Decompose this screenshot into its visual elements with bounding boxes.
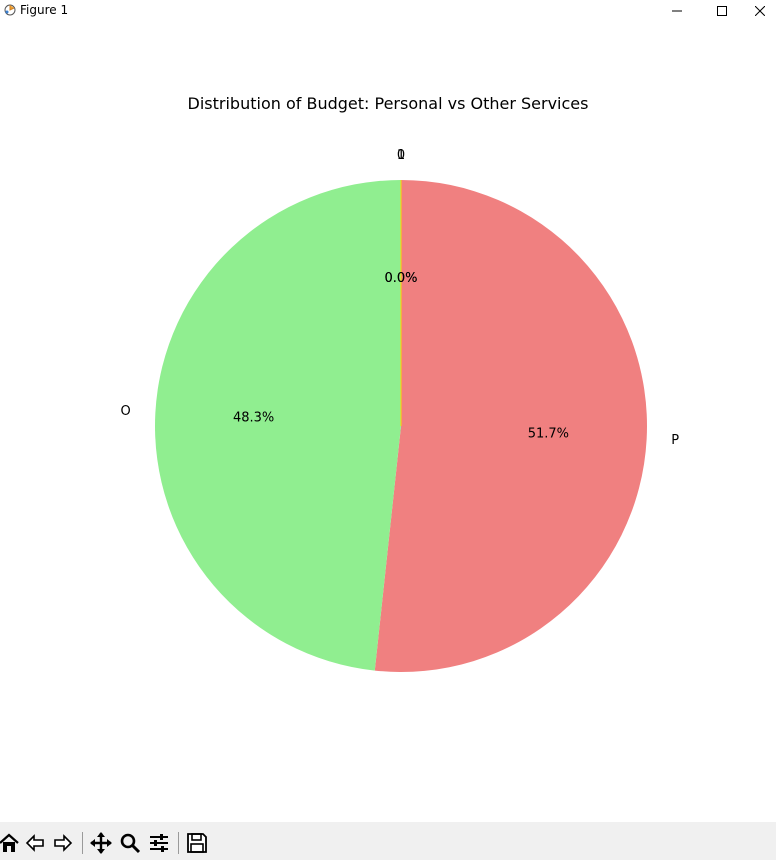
figure-canvas: Distribution of Budget: Personal vs Othe… (0, 22, 776, 822)
minimize-icon (672, 10, 682, 12)
forward-button[interactable] (50, 830, 76, 856)
home-button[interactable] (0, 830, 22, 856)
chart-title: Distribution of Budget: Personal vs Othe… (187, 94, 589, 113)
home-icon (0, 833, 19, 852)
slice-percent-label: 0.0% (384, 271, 417, 286)
window-titlebar: Figure 1 (0, 0, 776, 22)
navigation-toolbar (0, 822, 776, 860)
pan-button[interactable] (88, 830, 114, 856)
slice-percent-label: 51.7% (528, 426, 569, 441)
maximize-button[interactable] (699, 0, 745, 22)
slice-percent-label: 48.3% (233, 411, 274, 426)
configure-button[interactable] (146, 830, 172, 856)
app-icon (4, 4, 16, 16)
back-icon (25, 834, 44, 852)
pie-chart: P51.7%O 48.3%00.0%10.0% (121, 148, 679, 673)
toolbar-separator (82, 832, 83, 854)
pie-slice-o (155, 180, 401, 671)
configure-icon (150, 834, 168, 852)
slice-label: 0 (397, 148, 405, 163)
slice-label: O (121, 404, 131, 419)
back-button[interactable] (22, 830, 48, 856)
save-button[interactable] (184, 830, 210, 856)
close-button[interactable] (744, 0, 776, 22)
maximize-icon (717, 6, 727, 16)
slice-percent-label: 0.0% (384, 271, 417, 286)
slice-label: 1 (397, 148, 405, 163)
toolbar-separator (178, 832, 179, 854)
pan-icon (90, 832, 112, 854)
zoom-button[interactable] (117, 830, 143, 856)
slice-label: P (671, 433, 679, 448)
window-title: Figure 1 (20, 3, 69, 17)
zoom-icon (120, 833, 141, 854)
pie-slice-p (374, 179, 648, 673)
minimize-button[interactable] (654, 0, 700, 22)
save-icon (187, 833, 207, 853)
forward-icon (54, 834, 73, 852)
close-icon (755, 6, 765, 16)
